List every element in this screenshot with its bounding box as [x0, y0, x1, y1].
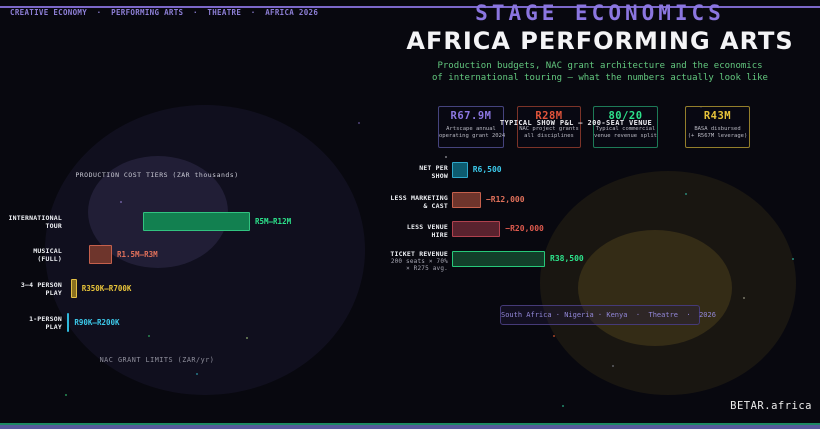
- star-dot: [65, 394, 67, 396]
- stat-value: R43M: [703, 110, 732, 122]
- star-dot: [685, 193, 687, 195]
- star-dot: [358, 122, 360, 124]
- range-bar: [67, 313, 70, 332]
- brand-footer: BETAR.africa: [730, 400, 812, 412]
- stat-card-venue-split: 80/20 Typical commercial venue revenue sp…: [593, 106, 658, 148]
- stat-card-artscape: R67.9M Artscape annual operating grant 20…: [438, 106, 506, 148]
- star-dot: [246, 337, 248, 339]
- star-dot: [148, 335, 150, 337]
- breadcrumb: CREATIVE ECONOMY · PERFORMING ARTS · THE…: [10, 8, 319, 17]
- bar-value-label: R350K—R700K: [81, 284, 132, 293]
- range-bar: [71, 279, 77, 298]
- star-dot: [792, 258, 794, 260]
- stat-card-basa: R43M BASA disbursed (+ R567M leverage): [685, 106, 750, 148]
- stat-desc: Artscape annual operating grant 2024: [439, 126, 506, 139]
- row-label: 1-PERSON PLAY: [29, 315, 62, 331]
- chart-footer: NAC GRANT LIMITS (ZAR/yr): [99, 356, 215, 364]
- bar-value-label: R90K—R200K: [74, 318, 120, 327]
- row-label: INTERNATIONAL TOUR: [8, 214, 62, 230]
- star-dot: [553, 335, 555, 337]
- star-dot: [196, 373, 198, 375]
- value-bar: [452, 162, 468, 178]
- star-dot: [120, 201, 122, 203]
- bar-value-label: R1.5M—R3M: [116, 250, 158, 259]
- star-dot: [445, 156, 447, 158]
- range-bar: [142, 212, 250, 231]
- pnl-chart-title: TYPICAL SHOW P&L — 200-SEAT VENUE: [499, 119, 653, 127]
- row-label: LESS VENUE HIRE: [406, 223, 448, 239]
- value-bar: [452, 192, 481, 208]
- bar-value-label: R5M—R12M: [254, 217, 292, 226]
- row-label: TICKET REVENUE 200 seats × 70% × R275 av…: [390, 250, 448, 272]
- stat-desc: Typical commercial venue revenue split: [594, 126, 657, 139]
- kicker-title: STAGE ECONOMICS: [475, 1, 725, 25]
- star-dot: [743, 297, 745, 299]
- star-dot: [562, 405, 564, 407]
- tagline-line1: Production budgets, NAC grant architectu…: [437, 61, 763, 71]
- stat-desc: NAC project grants all disciplines: [519, 126, 579, 139]
- bar-value-label: R38,500: [550, 254, 584, 263]
- bar-value-label: −R20,000: [505, 224, 544, 233]
- chart-title: PRODUCTION COST TIERS (ZAR thousands): [75, 171, 239, 179]
- bottom-green-line: [0, 422, 820, 425]
- value-bar: [452, 251, 545, 267]
- row-label: 3–4 PERSON PLAY: [20, 281, 62, 297]
- star-dot: [612, 365, 614, 367]
- bottom-purple-line: [0, 425, 820, 429]
- stat-value: R28M: [535, 110, 563, 122]
- typical-show-pnl-chart: NET PER SHOW R6,500 LESS MARKETING & CAST …: [390, 155, 710, 280]
- row-label: LESS MARKETING & CAST: [390, 194, 448, 210]
- row-label: NET PER SHOW: [419, 164, 448, 180]
- stat-value: 80/20: [608, 110, 643, 122]
- tagline-line2: of international touring — what the numb…: [432, 73, 768, 83]
- row-label: MUSICAL (FULL): [33, 247, 62, 263]
- production-cost-tiers-chart: PRODUCTION COST TIERS (ZAR thousands) IN…: [0, 160, 330, 375]
- stat-value: R67.9M: [450, 110, 492, 122]
- stat-card-nac-grants: R28M NAC project grants all disciplines: [517, 106, 581, 148]
- range-bar: [88, 245, 112, 264]
- bar-value-label: R6,500: [472, 165, 502, 174]
- page-title: AFRICA PERFORMING ARTS: [406, 27, 794, 55]
- bar-value-label: −R12,000: [485, 195, 525, 204]
- stat-desc: BASA disbursed (+ R567M leverage): [687, 126, 748, 139]
- tags-pill: South Africa · Nigeria · Kenya · Theatre…: [500, 305, 716, 325]
- top-accent-line: [0, 6, 820, 8]
- value-bar: [452, 221, 501, 237]
